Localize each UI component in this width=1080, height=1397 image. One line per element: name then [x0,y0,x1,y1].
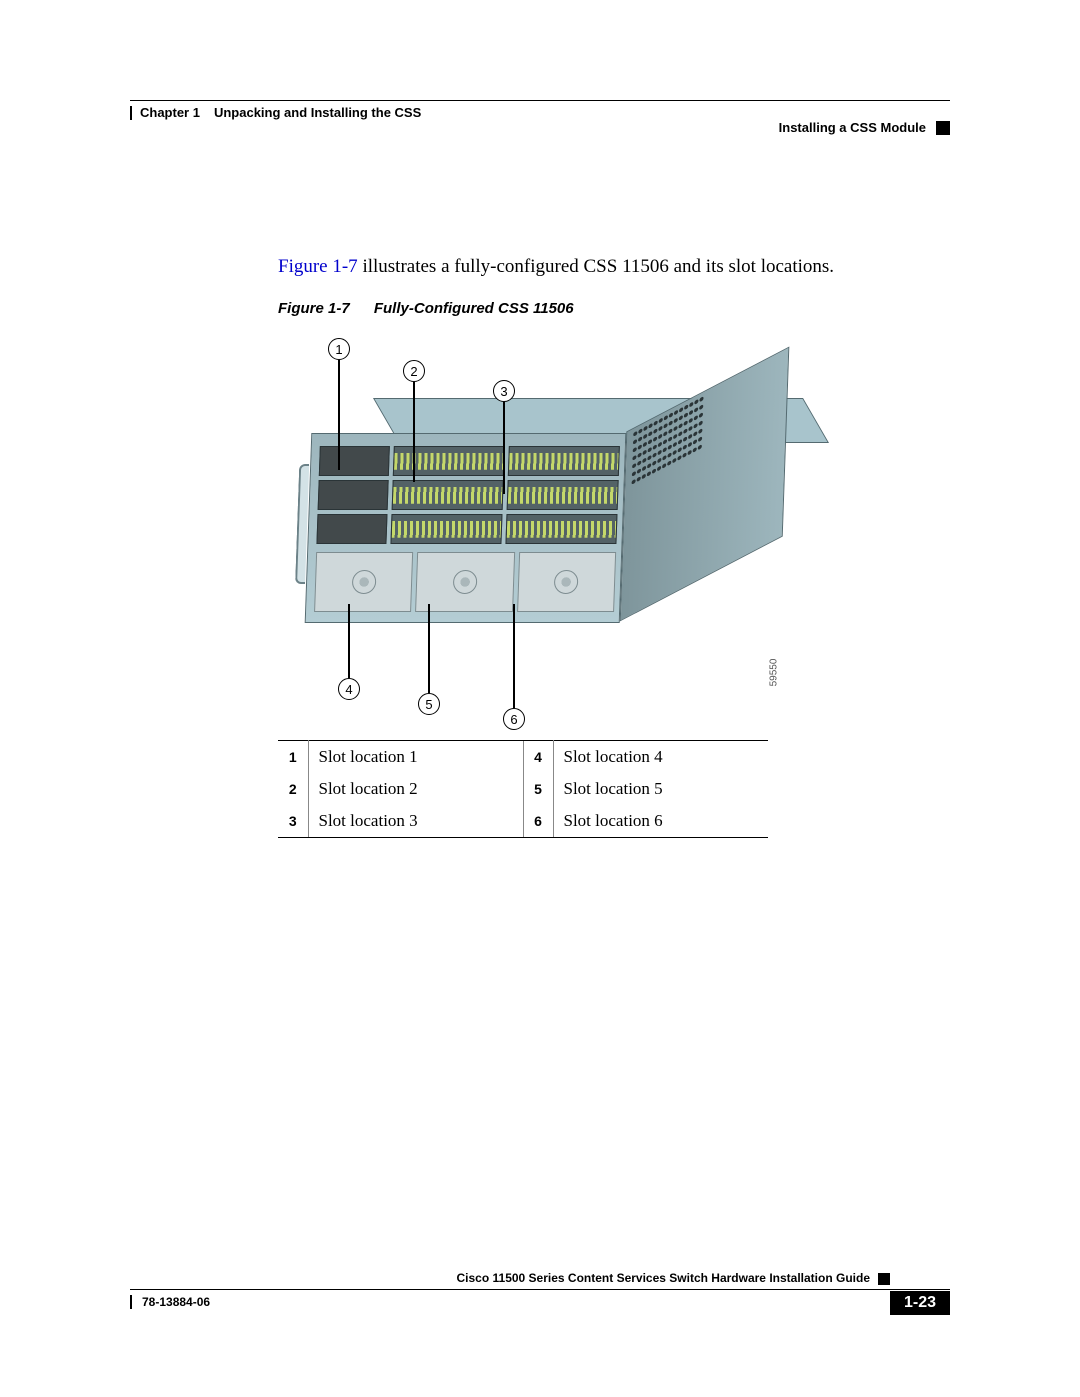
chassis-front-face [305,433,627,623]
header-line: Chapter 1 Unpacking and Installing the C… [130,105,950,120]
legend-row: 1 Slot location 1 4 Slot location 4 [278,741,768,774]
footer-title-marker [878,1273,890,1285]
callout-3: 3 [493,380,515,402]
figure-title: Fully-Configured CSS 11506 [374,300,574,317]
callout-2: 2 [403,360,425,382]
fan-icon [554,570,579,594]
footer-tick [130,1295,132,1309]
figure-number: Figure 1-7 [278,300,350,317]
module-slot-4 [318,480,389,510]
module-slot-blank [316,514,387,544]
lead-6 [513,604,515,708]
legend-text: Slot location 6 [553,805,768,838]
footer-guide-title: Cisco 11500 Series Content Services Swit… [457,1271,871,1285]
header-tick [130,106,132,120]
callout-4: 4 [338,678,360,700]
footer-rule [130,1289,950,1290]
legend-text: Slot location 1 [308,741,523,774]
lead-3 [503,402,505,494]
header-section-text: Installing a CSS Module [779,120,926,135]
module-slot-1 [319,446,390,476]
module-slot-3 [508,446,620,476]
legend-num: 2 [278,773,308,805]
lead-1 [338,360,340,470]
legend-row: 3 Slot location 3 6 Slot location 6 [278,805,768,838]
chassis-side-face [620,346,790,621]
header-section: Installing a CSS Module [779,120,950,135]
legend-text: Slot location 2 [308,773,523,805]
footer: Cisco 11500 Series Content Services Swit… [130,1289,950,1290]
fan-icon [351,570,376,594]
legend-text: Slot location 4 [553,741,768,774]
header-chapter-title: Unpacking and Installing the CSS [214,105,421,120]
page: Chapter 1 Unpacking and Installing the C… [130,100,950,1290]
lead-5 [428,604,430,693]
module-slot-5 [392,480,504,510]
figure-caption: Figure 1-7 Fully-Configured CSS 11506 [278,300,574,317]
footer-page-number: 1-23 [890,1291,950,1315]
psu-1 [314,552,413,612]
figure-image-id: 59550 [769,659,780,687]
fan-icon [453,570,478,594]
legend-num: 6 [523,805,553,838]
module-slot-6 [507,480,619,510]
figure-reference-link[interactable]: Figure 1-7 [278,256,358,277]
slot-row-1 [319,446,620,476]
legend-num: 3 [278,805,308,838]
callout-1: 1 [328,338,350,360]
module-slot-blank [390,514,502,544]
legend-num: 1 [278,741,308,774]
intro-text: illustrates a fully-configured CSS 11506… [358,256,834,277]
header-section-marker [936,121,950,135]
header-rule [130,100,950,101]
intro-paragraph: Figure 1-7 illustrates a fully-configure… [278,255,834,280]
lead-4 [348,604,350,678]
psu-row [314,552,616,612]
chassis-handle [295,464,309,584]
module-slot-2 [393,446,505,476]
legend-text: Slot location 3 [308,805,523,838]
lead-2 [413,382,415,482]
module-slot-blank [505,514,617,544]
figure-illustration: 59550 1 2 3 4 5 6 [278,338,768,718]
legend-row: 2 Slot location 2 5 Slot location 5 [278,773,768,805]
slot-row-2 [318,480,619,510]
psu-3 [517,552,616,612]
legend-text: Slot location 5 [553,773,768,805]
header-chapter: Chapter 1 [140,105,200,120]
chassis [305,433,742,623]
legend-table: 1 Slot location 1 4 Slot location 4 2 Sl… [278,740,768,838]
legend-num: 5 [523,773,553,805]
slot-row-3 [316,514,617,544]
callout-6: 6 [503,708,525,730]
psu-2 [415,552,514,612]
legend-num: 4 [523,741,553,774]
callout-5: 5 [418,693,440,715]
footer-doc-number: 78-13884-06 [142,1295,210,1309]
